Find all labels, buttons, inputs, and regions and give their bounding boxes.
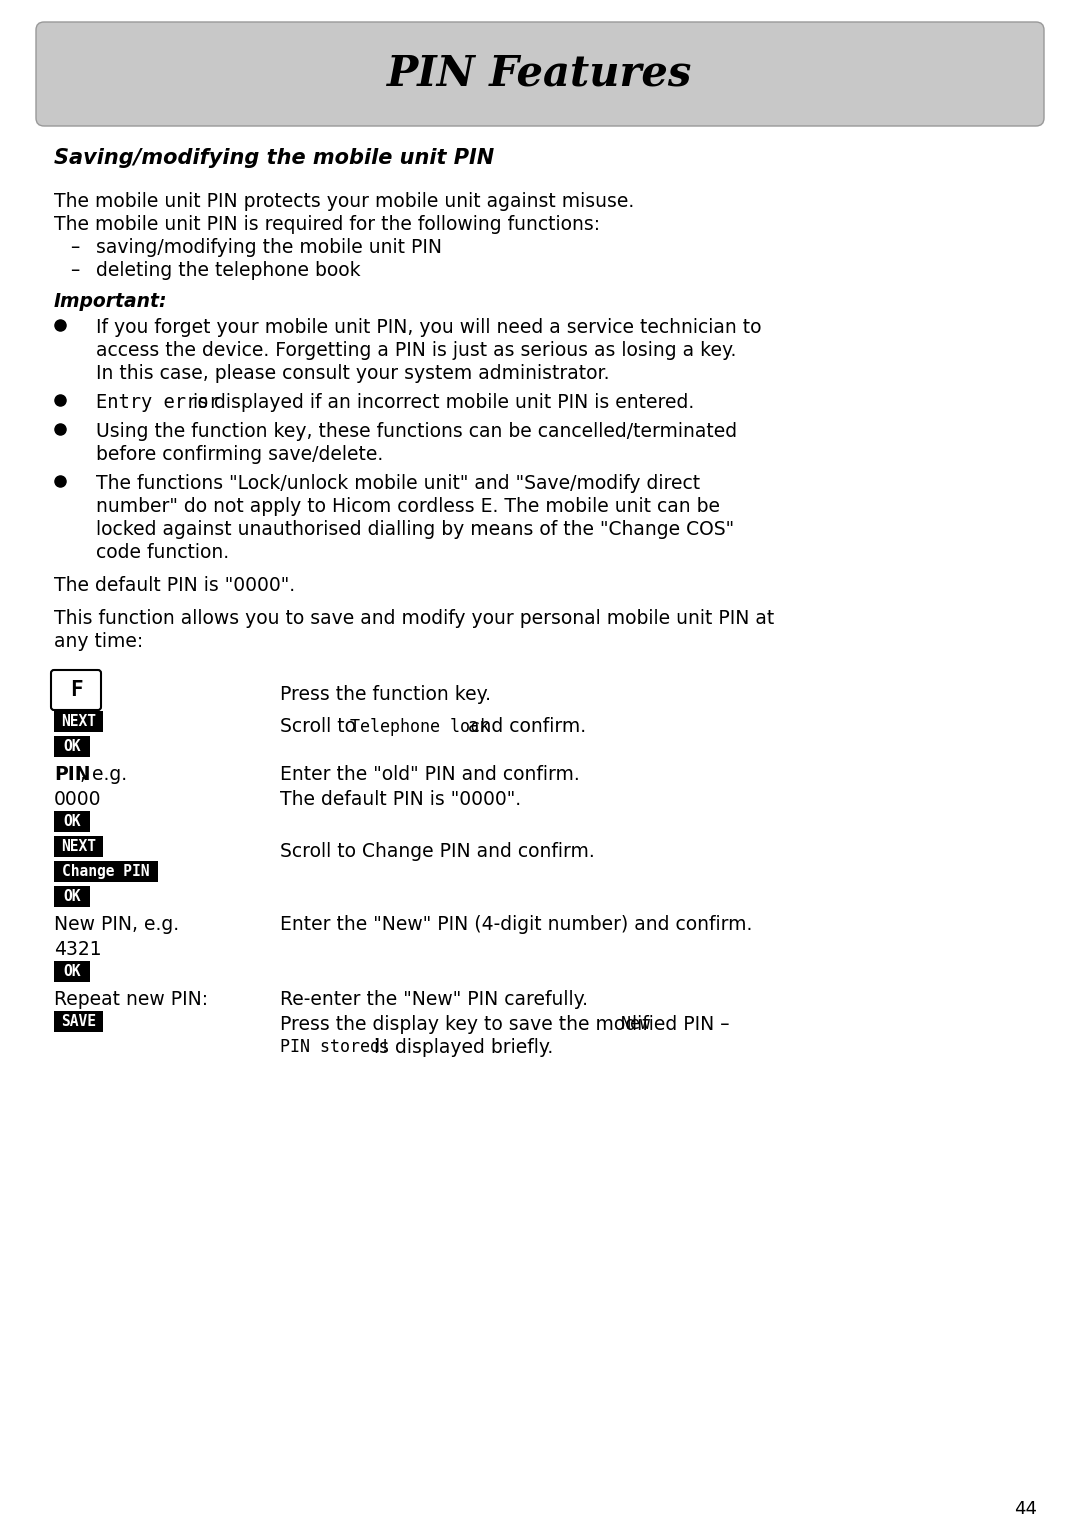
Text: Saving/modifying the mobile unit PIN: Saving/modifying the mobile unit PIN (54, 148, 495, 168)
Text: Scroll to Change PIN and confirm.: Scroll to Change PIN and confirm. (280, 842, 595, 861)
Text: Important:: Important: (54, 292, 167, 310)
Text: New PIN, e.g.: New PIN, e.g. (54, 914, 179, 934)
Text: is displayed briefly.: is displayed briefly. (368, 1038, 553, 1057)
Text: Using the function key, these functions can be cancelled/terminated: Using the function key, these functions … (96, 422, 738, 440)
Text: Press the function key.: Press the function key. (280, 685, 491, 705)
Text: OK: OK (64, 739, 81, 754)
Text: NEXT: NEXT (60, 839, 96, 855)
Bar (54, 861, 158, 882)
Bar (54, 810, 90, 832)
Text: is displayed if an incorrect mobile unit PIN is entered.: is displayed if an incorrect mobile unit… (187, 393, 694, 411)
Text: saving/modifying the mobile unit PIN: saving/modifying the mobile unit PIN (96, 239, 442, 257)
Text: any time:: any time: (54, 631, 144, 651)
Text: The default PIN is "0000".: The default PIN is "0000". (54, 576, 295, 595)
Text: PIN Features: PIN Features (388, 54, 692, 95)
Text: New: New (621, 1015, 650, 1034)
Text: –: – (70, 261, 79, 280)
Text: Enter the "New" PIN (4-digit number) and confirm.: Enter the "New" PIN (4-digit number) and… (280, 914, 753, 934)
Text: NEXT: NEXT (60, 714, 96, 729)
Text: access the device. Forgetting a PIN is just as serious as losing a key.: access the device. Forgetting a PIN is j… (96, 341, 737, 359)
Text: Repeat new PIN:: Repeat new PIN: (54, 989, 208, 1009)
Text: number" do not apply to Hicom cordless E. The mobile unit can be: number" do not apply to Hicom cordless E… (96, 497, 720, 515)
Text: Press the display key to save the modified PIN –: Press the display key to save the modifi… (280, 1015, 735, 1034)
Bar (54, 711, 103, 732)
Text: The default PIN is "0000".: The default PIN is "0000". (280, 790, 522, 809)
Text: OK: OK (64, 813, 81, 829)
Text: before confirming save/delete.: before confirming save/delete. (96, 445, 383, 463)
Text: locked against unauthorised dialling by means of the "Change COS": locked against unauthorised dialling by … (96, 520, 734, 540)
FancyBboxPatch shape (51, 670, 102, 709)
Bar (54, 735, 90, 757)
Text: If you forget your mobile unit PIN, you will need a service technician to: If you forget your mobile unit PIN, you … (96, 318, 761, 336)
FancyBboxPatch shape (36, 21, 1044, 125)
Bar (54, 885, 90, 907)
Text: , e.g.: , e.g. (80, 764, 126, 784)
Text: Re-enter the "New" PIN carefully.: Re-enter the "New" PIN carefully. (280, 989, 588, 1009)
Text: Telephone lock: Telephone lock (350, 717, 490, 735)
Text: Enter the "old" PIN and confirm.: Enter the "old" PIN and confirm. (280, 764, 580, 784)
Text: SAVE: SAVE (60, 1014, 96, 1029)
Text: code function.: code function. (96, 543, 229, 563)
Text: The mobile unit PIN is required for the following functions:: The mobile unit PIN is required for the … (54, 216, 600, 234)
Bar (54, 836, 103, 856)
Text: –: – (70, 239, 79, 257)
Text: Change PIN: Change PIN (63, 864, 150, 879)
Text: PIN: PIN (54, 764, 91, 784)
Text: OK: OK (64, 888, 81, 904)
Text: 44: 44 (1014, 1500, 1038, 1518)
Bar (54, 962, 90, 982)
Text: 4321: 4321 (54, 940, 102, 959)
Text: OK: OK (64, 963, 81, 979)
Bar (54, 1011, 103, 1032)
Text: The mobile unit PIN protects your mobile unit against misuse.: The mobile unit PIN protects your mobile… (54, 193, 634, 211)
Text: Scroll to: Scroll to (280, 717, 362, 735)
Text: deleting the telephone book: deleting the telephone book (96, 261, 361, 280)
Text: 0000: 0000 (54, 790, 102, 809)
Text: The functions "Lock/unlock mobile unit" and "Save/modify direct: The functions "Lock/unlock mobile unit" … (96, 474, 700, 492)
Text: This function allows you to save and modify your personal mobile unit PIN at: This function allows you to save and mod… (54, 609, 774, 628)
Text: Entry error: Entry error (96, 393, 219, 411)
Text: In this case, please consult your system administrator.: In this case, please consult your system… (96, 364, 609, 382)
Text: and confirm.: and confirm. (462, 717, 586, 735)
Text: F: F (70, 680, 82, 700)
Text: PIN stored!: PIN stored! (280, 1038, 390, 1057)
